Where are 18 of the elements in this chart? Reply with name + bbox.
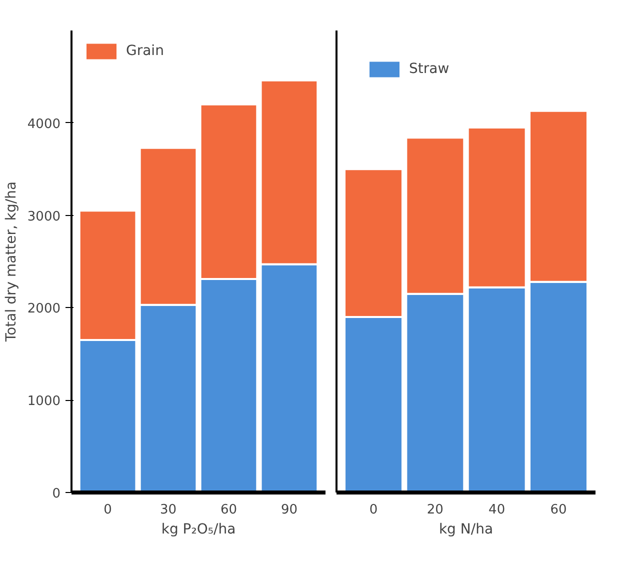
x-tick-label: 60 [550,502,567,518]
y-tick-label: 2000 [27,302,61,317]
legend-label: Grain [126,43,164,59]
x-tick-label: 20 [426,502,444,518]
x-tick-label: 90 [280,502,298,518]
y-tick-label: 3000 [27,209,61,224]
y-tick-label: 0 [52,486,61,502]
x-axis-title: kg N/ha [438,522,494,538]
x-tick-label: 0 [104,502,112,518]
x-tick-label: 40 [488,502,506,518]
x-tick-label: 30 [160,502,177,518]
x-axis-title: kg P₂O₅/ha [161,522,236,538]
legend-label: Straw [409,61,450,77]
y-axis-title: Total dry matter, kg/ha [3,181,20,343]
x-tick-label: 60 [220,502,238,518]
x-tick-label: 0 [369,502,378,518]
y-tick-label: 1000 [27,394,61,410]
y-tick-label: 4000 [27,116,61,132]
